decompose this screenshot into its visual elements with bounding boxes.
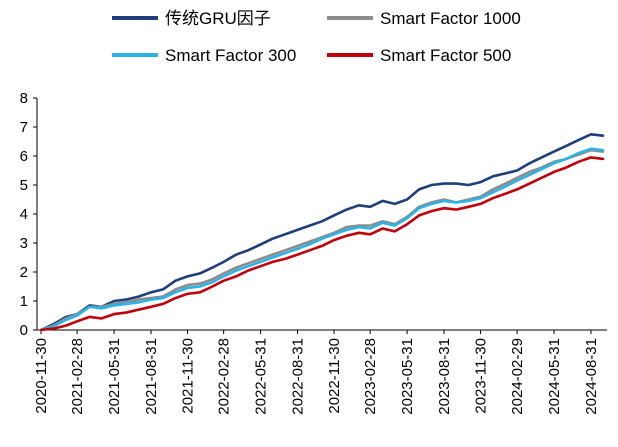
series-line-1	[39, 133, 605, 332]
legend-label: 传统GRU因子	[165, 9, 271, 28]
x-tick-label: 2022-08-31	[290, 338, 307, 415]
y-tick-label: 2	[20, 264, 28, 281]
y-tick-label: 1	[20, 293, 28, 310]
x-tick-label: 2022-02-28	[216, 338, 233, 415]
x-tick-label: 2021-05-31	[106, 338, 123, 415]
x-tick-label: 2023-08-31	[436, 338, 453, 415]
x-tick-label: 2023-11-30	[473, 338, 490, 414]
series-line-3	[39, 147, 605, 332]
y-tick-label: 5	[20, 177, 28, 194]
x-tick-label: 2023-05-31	[399, 338, 416, 415]
y-tick-label: 0	[20, 322, 28, 339]
x-tick-label: 2022-11-30	[326, 338, 343, 414]
series-line-4	[39, 156, 605, 332]
x-tick-label: 2021-08-31	[143, 338, 160, 415]
x-tick-label: 2024-05-31	[546, 338, 563, 415]
axes: 0 1 2 3 4 5 6 7 8 2020-11-30 2021-02-28 2021-05-31 2…	[20, 90, 607, 415]
x-tick-label: 2024-08-31	[583, 338, 600, 415]
legend-label: Smart Factor 1000	[380, 9, 521, 28]
x-tick-label: 2024-02-29	[509, 338, 526, 415]
x-tick-label: 2022-05-31	[253, 338, 270, 415]
x-tick-label: 2020-11-30	[33, 338, 50, 414]
x-tick-label: 2021-11-30	[180, 338, 197, 414]
y-tick-label: 4	[20, 206, 28, 223]
legend-label: Smart Factor 500	[380, 46, 511, 65]
y-tick-label: 6	[20, 148, 28, 165]
x-tick-label: 2023-02-28	[362, 338, 379, 415]
y-tick-label: 7	[20, 119, 28, 136]
legend: 传统GRU因子 Smart Factor 1000 Smart Factor 300…	[112, 9, 521, 65]
x-tick-label: 2021-02-28	[69, 338, 86, 415]
series-line-2	[39, 148, 605, 332]
legend-label: Smart Factor 300	[165, 46, 296, 65]
series-lines	[39, 133, 605, 332]
y-tick-label: 3	[20, 235, 28, 252]
y-tick-label: 8	[20, 90, 28, 107]
